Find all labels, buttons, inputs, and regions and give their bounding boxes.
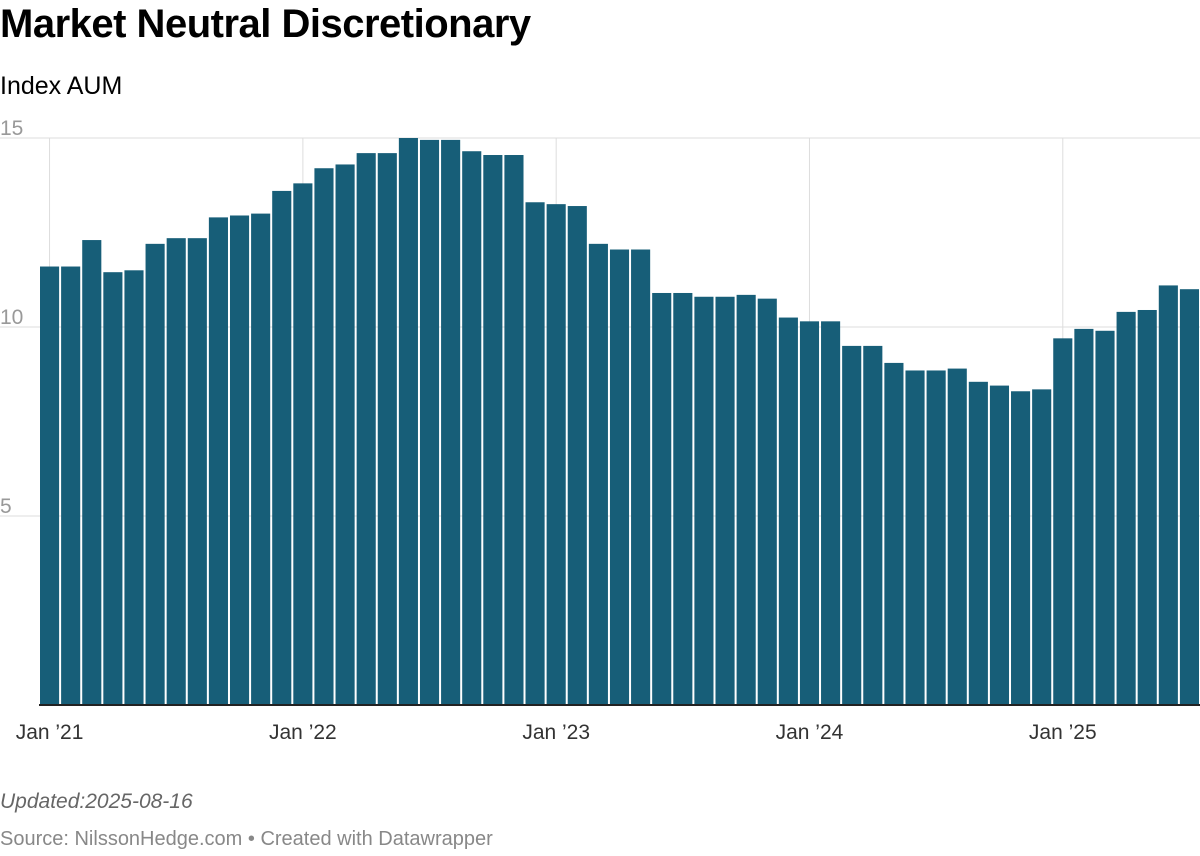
bar-2021-12	[272, 190, 292, 706]
bar-2022-01	[293, 183, 313, 706]
bar-2024-11	[1011, 391, 1031, 705]
bar-2023-03	[588, 243, 608, 705]
bar-2021-01	[40, 266, 60, 705]
bar-2024-02	[821, 321, 841, 705]
y-tick-label: 10	[0, 306, 23, 329]
bar-2021-06	[145, 243, 165, 705]
bar-2021-03	[82, 240, 102, 705]
x-tick-label: Jan ’23	[522, 721, 590, 744]
bar-2023-06	[652, 292, 672, 705]
bar-2021-09	[208, 217, 228, 705]
bar-2021-02	[61, 266, 81, 705]
bar-2024-08	[947, 368, 967, 705]
page-subtitle: Index AUM	[0, 72, 123, 100]
bar-2023-07	[673, 292, 693, 705]
bar-2021-10	[229, 215, 250, 705]
bar-2021-05	[124, 270, 144, 705]
bar-2025-03	[1095, 330, 1115, 705]
bar-2022-07	[419, 139, 440, 705]
bar-2023-10	[736, 294, 756, 705]
page-title: Market Neutral Discretionary	[0, 2, 531, 46]
bar-2022-10	[483, 155, 503, 705]
bar-2023-08	[694, 296, 714, 705]
bar-2021-04	[103, 272, 123, 705]
bar-layer	[40, 138, 1199, 706]
bar-2025-06	[1158, 285, 1178, 705]
bar-2022-05	[377, 153, 397, 705]
bar-2024-10	[989, 385, 1010, 705]
bar-2022-06	[398, 138, 418, 705]
bar-2023-05	[631, 249, 651, 705]
bar-2023-04	[609, 249, 630, 705]
bar-2024-09	[968, 381, 988, 705]
updated-note: Updated:2025-08-16	[0, 790, 193, 813]
bar-2022-11	[504, 155, 524, 705]
bar-2024-01	[799, 321, 820, 705]
bar-2024-07	[926, 370, 946, 705]
bar-2022-09	[462, 151, 482, 706]
bar-2023-01	[546, 204, 566, 705]
source-note: Source: NilssonHedge.com • Created with …	[0, 828, 493, 850]
x-tick-label: Jan ’24	[776, 721, 844, 744]
bar-2022-08	[441, 139, 461, 705]
bar-2023-09	[715, 296, 735, 705]
bar-2022-03	[335, 164, 355, 706]
bar-2023-12	[778, 317, 798, 705]
y-tick-label: 5	[0, 495, 12, 518]
bar-2024-06	[905, 370, 925, 705]
bar-2021-08	[187, 238, 207, 706]
bar-2022-12	[525, 202, 545, 705]
axis-layer: Jan ’21 Jan ’22 Jan ’23 Jan ’24 Jan ’25	[16, 704, 1200, 744]
bar-2025-04	[1116, 311, 1136, 705]
x-tick-label: Jan ’25	[1029, 721, 1097, 744]
bar-2025-01	[1053, 338, 1073, 705]
bar-2024-05	[884, 362, 904, 705]
bar-2023-02	[567, 206, 587, 705]
bar-2024-12	[1032, 389, 1052, 705]
bar-2023-11	[757, 298, 777, 705]
bar-2024-04	[863, 345, 883, 705]
bar-2025-07	[1179, 289, 1199, 705]
bar-2025-05	[1137, 309, 1157, 705]
bar-2025-02	[1074, 328, 1094, 705]
bar-2021-07	[166, 238, 186, 706]
bar-2024-03	[842, 345, 862, 705]
y-tick-label: 15	[0, 120, 23, 140]
x-tick-label: Jan ’22	[269, 721, 337, 744]
bar-2022-04	[356, 153, 376, 705]
x-tick-label: Jan ’21	[16, 721, 84, 744]
bar-2022-02	[314, 168, 334, 706]
bar-2021-11	[251, 213, 271, 705]
